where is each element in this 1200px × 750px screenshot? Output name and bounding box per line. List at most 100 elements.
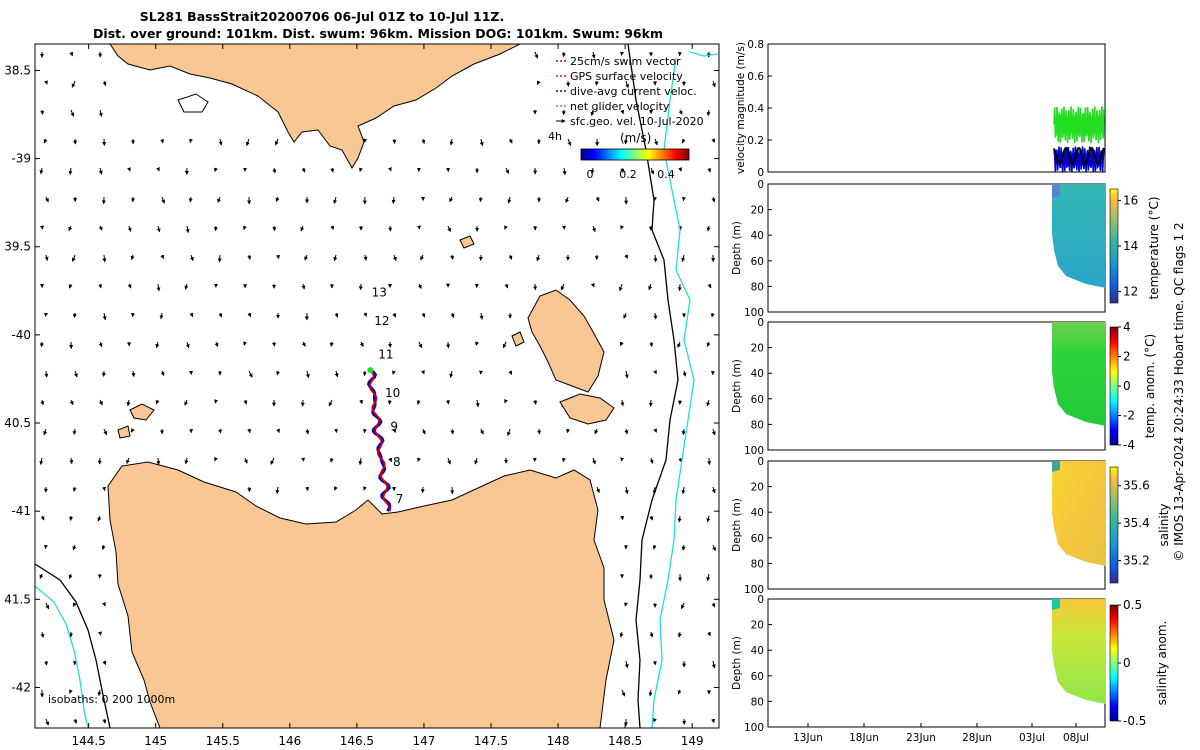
surface-velocity-arrow	[72, 544, 77, 551]
surface-velocity-arrow	[596, 486, 600, 494]
surface-velocity-arrow	[274, 138, 279, 146]
depth-ytick-label: 80	[751, 419, 764, 431]
surface-velocity-arrow	[507, 196, 512, 204]
surface-velocity-arrow	[97, 515, 102, 522]
swim-vector-track	[368, 369, 392, 512]
surface-velocity-arrow	[333, 196, 338, 205]
surface-velocity-arrow	[300, 225, 305, 232]
colorbar-units-label: (m/s)	[620, 131, 651, 145]
surface-velocity-arrow	[243, 341, 247, 346]
surface-velocity-arrow	[595, 196, 600, 202]
surface-velocity-arrow	[69, 689, 73, 694]
surface-velocity-arrow	[359, 341, 364, 348]
surface-velocity-arrow	[359, 167, 363, 173]
surface-velocity-arrow	[504, 283, 509, 289]
surface-velocity-arrow	[69, 457, 74, 465]
depth-ytick-label: 100	[744, 722, 764, 734]
temp-anomaly-panel-frame	[767, 321, 1106, 451]
colorbar-tick-label: 2	[1123, 350, 1131, 364]
depth-ytick-label: 20	[751, 620, 764, 632]
surface-velocity-arrow	[68, 573, 73, 580]
surface-velocity-arrow	[417, 283, 422, 290]
velocity-ytick-label: 0.6	[747, 71, 764, 83]
depth-ytick-label: 20	[751, 343, 764, 355]
temperature-surface-blue	[1052, 184, 1060, 198]
surface-velocity-arrow	[272, 225, 277, 232]
surface-velocity-arrow	[707, 631, 712, 637]
surface-velocity-arrow	[98, 225, 103, 231]
surface-velocity-arrow	[276, 428, 281, 434]
surface-velocity-arrow	[620, 167, 625, 173]
day-label: 13	[372, 286, 387, 300]
surface-velocity-arrow	[329, 457, 334, 463]
surface-velocity-arrow	[475, 399, 480, 408]
small-island-3	[129, 403, 155, 421]
surface-velocity-arrow	[156, 225, 161, 233]
map-ytick-label: 38.5	[4, 63, 31, 77]
surface-velocity-arrow	[102, 80, 107, 87]
footer-credit: © IMOS 13-Apr-2024 20:24:33 Hobart time.…	[1172, 222, 1186, 561]
surface-velocity-arrow	[218, 138, 223, 146]
surface-velocity-arrow	[618, 283, 623, 292]
isobath-1000m-west	[35, 585, 89, 728]
velocity-panel-frame	[767, 43, 1106, 173]
surface-velocity-arrow	[330, 167, 335, 173]
surface-velocity-arrow	[474, 457, 479, 465]
surface-velocity-arrow	[648, 689, 653, 697]
colorbar-tick-label: 12	[1123, 285, 1138, 299]
surface-velocity-arrow	[508, 138, 513, 144]
time-series-panels: 0.80.60.40.20020406080100161412020406080…	[744, 39, 1150, 744]
surface-velocity-arrow	[650, 167, 655, 175]
surface-velocity-arrow	[43, 428, 48, 436]
surface-velocity-arrow	[623, 312, 628, 319]
surface-velocity-arrow	[68, 167, 73, 176]
day-label: 7	[396, 492, 404, 506]
surface-velocity-arrow	[247, 254, 252, 260]
surface-velocity-arrow	[707, 283, 712, 289]
surface-velocity-arrow	[505, 167, 510, 174]
surface-velocity-arrow	[305, 486, 309, 492]
map-ytick-label: 40.5	[4, 416, 31, 430]
surface-velocity-arrow	[677, 515, 682, 523]
colorbar-tick-label: 0	[1123, 656, 1131, 670]
surface-velocity-arrow	[507, 428, 511, 437]
surface-velocity-arrow	[217, 196, 221, 203]
surface-velocity-arrow	[185, 341, 190, 349]
title-line-1: SL281 BassStrait20200706 06-Jul 01Z to 1…	[140, 9, 505, 24]
surface-velocity-arrow	[68, 283, 73, 289]
surface-velocity-arrow	[624, 428, 629, 435]
surface-velocity-arrow	[652, 544, 657, 550]
colorbar-tick-label: 4	[1123, 320, 1131, 334]
time-xtick-label: 23Jun	[906, 732, 936, 744]
surface-velocity-arrow	[681, 138, 686, 144]
map-xtick-label: 149	[681, 734, 704, 748]
surface-velocity-arrow	[328, 399, 333, 407]
surface-velocity-arrow	[681, 486, 686, 495]
surface-velocity-arrow	[126, 399, 131, 407]
surface-velocity-arrow	[706, 399, 711, 407]
surface-velocity-arrow	[621, 689, 626, 697]
surface-velocity-arrow	[363, 486, 367, 491]
surface-velocity-arrow	[620, 399, 625, 407]
depth-ytick-label: 60	[751, 394, 764, 406]
surface-velocity-arrow	[567, 138, 572, 147]
surface-velocity-arrow	[649, 341, 654, 348]
surface-velocity-arrow	[70, 109, 75, 117]
surface-velocity-arrow	[706, 225, 711, 232]
salinity-anomaly-surface-patch	[1052, 599, 1060, 610]
title-line-2: Dist. over ground: 101km. Dist. swum: 96…	[93, 26, 663, 41]
depth-ytick-label: 80	[751, 558, 764, 570]
surface-velocity-arrow	[562, 167, 567, 176]
surface-velocity-arrow	[536, 254, 541, 262]
surface-velocity-arrow	[45, 196, 49, 203]
surface-velocity-arrow	[653, 254, 658, 263]
surface-velocity-arrow	[711, 486, 716, 494]
surface-velocity-arrow	[247, 312, 252, 318]
colorbar-tick-2: 0.4	[657, 168, 675, 181]
day-label: 9	[390, 420, 398, 434]
surface-velocity-arrow	[72, 312, 77, 319]
surface-velocity-arrow	[534, 51, 539, 59]
surface-velocity-arrow	[334, 428, 338, 434]
surface-velocity-arrow	[711, 602, 716, 608]
surface-velocity-arrow	[449, 196, 453, 203]
